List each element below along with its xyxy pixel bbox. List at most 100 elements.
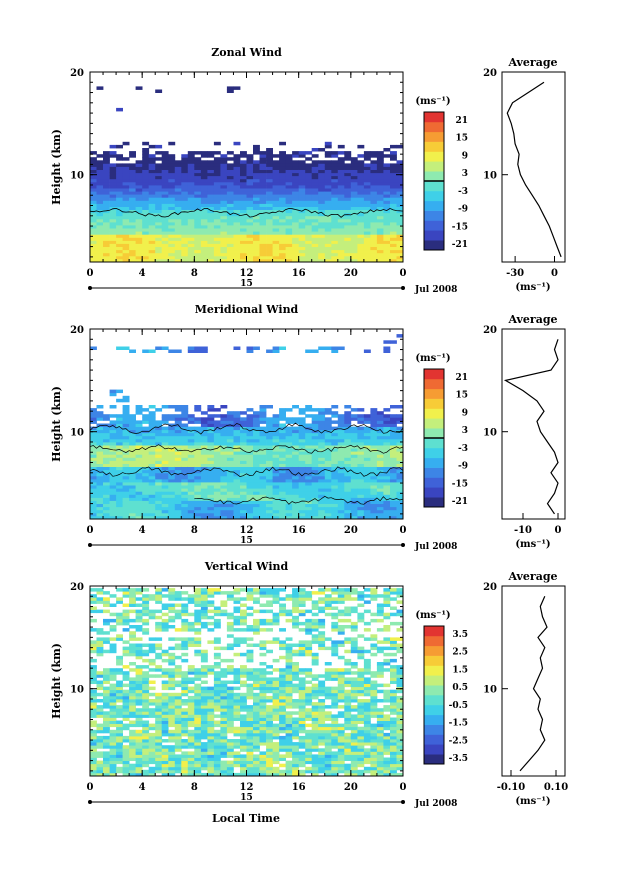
heatmap-cell — [253, 243, 260, 247]
heatmap-cell — [259, 225, 267, 229]
heatmap-cell — [233, 503, 241, 508]
heatmap-cell — [259, 445, 267, 449]
heatmap-cell — [311, 234, 319, 238]
heatmap-cell — [220, 197, 228, 201]
heatmap-cell — [233, 506, 241, 511]
heatmap-cell — [292, 488, 299, 492]
heatmap-cell — [272, 472, 280, 477]
heatmap-cell — [292, 215, 299, 220]
heatmap-cell — [116, 686, 123, 691]
heatmap-cell — [168, 215, 176, 220]
heatmap-cell — [259, 163, 267, 167]
heatmap-cell — [194, 631, 202, 635]
heatmap-cell — [376, 512, 384, 517]
heatmap-cell — [135, 588, 143, 592]
heatmap-cell — [240, 221, 247, 226]
heatmap-cell — [259, 475, 267, 480]
heatmap-cell — [96, 209, 104, 214]
heatmap-cell — [174, 221, 182, 226]
heatmap-cell — [90, 200, 97, 204]
heatmap-cell — [194, 488, 202, 492]
heatmap-cell — [148, 668, 156, 672]
heatmap-cell — [292, 491, 299, 495]
heatmap-cell — [116, 695, 123, 700]
heatmap-cell — [337, 144, 345, 149]
heatmap-cell — [116, 398, 123, 403]
heatmap-cell — [376, 212, 384, 217]
heatmap-cell — [155, 429, 163, 434]
heatmap-cell — [305, 188, 313, 192]
heatmap-cell — [363, 237, 371, 241]
heatmap-cell — [272, 163, 280, 167]
heatmap-cell — [292, 212, 299, 217]
heatmap-cell — [148, 457, 156, 461]
heatmap-cell — [350, 448, 358, 452]
heatmap-cell — [161, 699, 169, 703]
heatmap-cell — [272, 346, 280, 350]
heatmap-cell — [213, 475, 221, 480]
heatmap-cell — [279, 506, 286, 511]
heatmap-cell — [142, 438, 150, 443]
heatmap-cell — [103, 163, 110, 167]
heatmap-cell — [200, 215, 208, 220]
heatmap-cell — [226, 754, 234, 758]
heatmap-cell — [305, 515, 313, 520]
heatmap-cell — [129, 772, 136, 777]
heatmap-cell — [90, 435, 97, 440]
heatmap-cell — [148, 191, 156, 195]
heatmap-cell — [96, 221, 104, 226]
heatmap-cell — [272, 463, 280, 467]
heatmap-cell — [226, 255, 234, 260]
heatmap-cell — [376, 448, 384, 452]
heatmap-cell — [174, 249, 182, 254]
heatmap-cell — [226, 231, 234, 235]
heatmap-cell — [390, 243, 397, 247]
heatmap-cell — [350, 515, 358, 520]
heatmap-cell — [207, 609, 215, 614]
heatmap-cell — [213, 246, 221, 251]
heatmap-cell — [96, 252, 104, 257]
heatmap-cell — [174, 506, 182, 511]
heatmap-cell — [357, 218, 365, 223]
y-tick-label: 20 — [70, 325, 84, 336]
heatmap-cell — [311, 188, 319, 192]
heatmap-cell — [357, 163, 365, 167]
heatmap-cell — [370, 420, 378, 424]
heatmap-cell — [246, 206, 254, 210]
heatmap-cell — [174, 240, 182, 244]
heatmap-cell — [148, 515, 156, 520]
heatmap-cell — [266, 442, 273, 446]
heatmap-cell — [174, 637, 182, 641]
profile-title: Average — [507, 56, 557, 69]
heatmap-cell — [292, 237, 299, 241]
heatmap-cell — [363, 246, 371, 251]
heatmap-cell — [226, 451, 234, 455]
heatmap-cell — [116, 515, 123, 520]
heatmap-cell — [344, 405, 352, 409]
heatmap-cell — [376, 203, 384, 207]
heatmap-cell — [253, 515, 260, 520]
heatmap-cell — [266, 603, 273, 607]
heatmap-cell — [363, 475, 371, 480]
heatmap-cell — [142, 457, 150, 461]
heatmap-cell — [383, 221, 391, 226]
heatmap-cell — [383, 185, 391, 189]
heatmap-cell — [396, 188, 404, 192]
heatmap-cell — [259, 246, 267, 251]
heatmap-cell — [246, 735, 254, 740]
heatmap-cell — [279, 435, 286, 440]
heatmap-cell — [129, 442, 136, 446]
heatmap-cell — [266, 166, 273, 170]
heatmap-cell — [376, 231, 384, 235]
heatmap-cell — [155, 234, 163, 238]
heatmap-cell — [207, 191, 215, 195]
heatmap-cell — [174, 729, 182, 734]
heatmap-cell — [298, 442, 306, 446]
heatmap-cell — [376, 454, 384, 458]
heatmap-cell — [129, 175, 136, 180]
heatmap-cell — [246, 203, 254, 207]
heatmap-cell — [207, 194, 215, 198]
heatmap-cell — [200, 194, 208, 198]
heatmap-cell — [324, 491, 332, 495]
heatmap-cell — [207, 485, 215, 489]
